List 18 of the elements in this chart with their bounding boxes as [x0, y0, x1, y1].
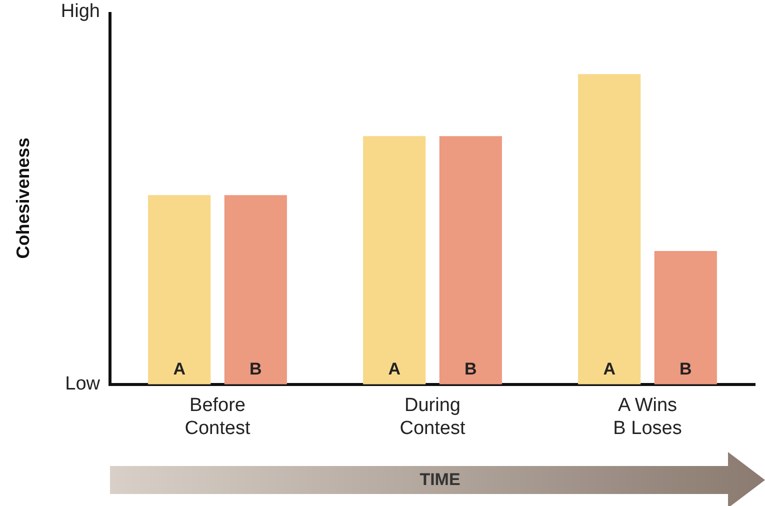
text: A: [388, 360, 400, 379]
bar: [439, 136, 502, 384]
bar: [654, 250, 717, 384]
bar: [224, 195, 287, 384]
series-label: B: [250, 360, 262, 379]
text: B: [680, 360, 692, 379]
bar: [363, 136, 426, 384]
text: Low: [65, 374, 100, 395]
series-label: A: [173, 360, 186, 379]
x-tick-label: Before Contest: [184, 395, 251, 439]
x-tick-label: During Contest: [400, 395, 466, 439]
bar: [578, 74, 641, 384]
x-tick-label: A Wins B Loses: [613, 395, 682, 439]
text: B: [464, 360, 477, 379]
text: A: [603, 360, 616, 379]
bar: [148, 195, 211, 384]
text: High: [60, 1, 100, 22]
y-axis-title: Cohesiveness: [12, 138, 33, 259]
